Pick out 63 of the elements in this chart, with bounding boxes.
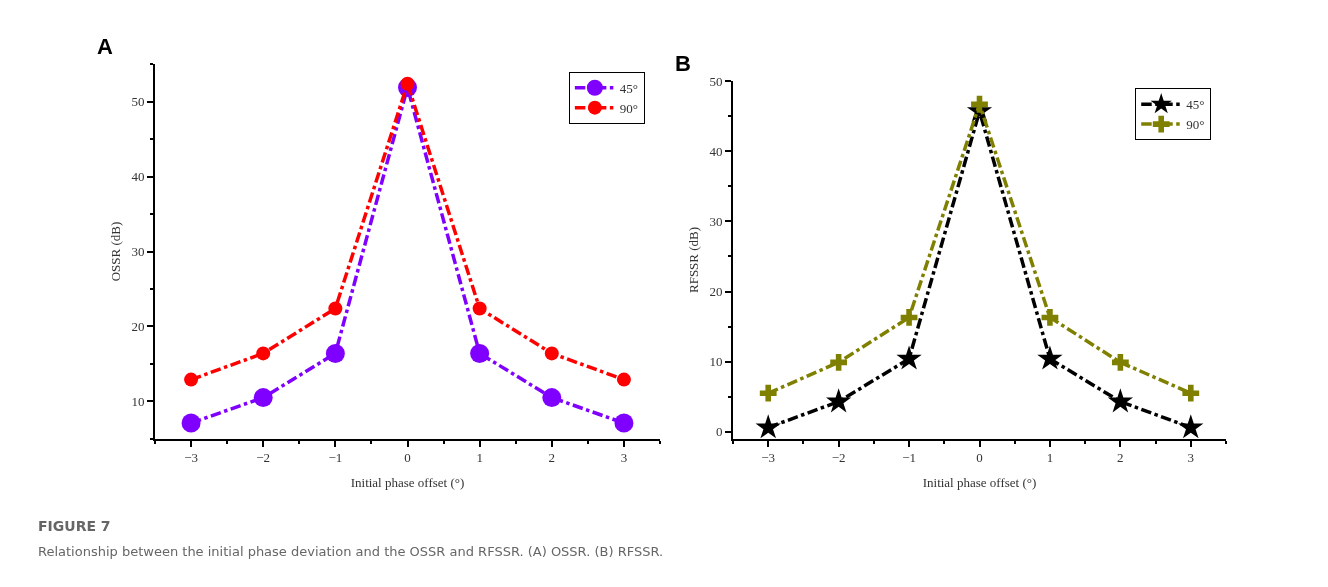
x-tick-label: 0 [404, 450, 411, 466]
point [1041, 309, 1059, 326]
legend-label: 90° [1186, 117, 1205, 133]
x-tick-label: 1 [1046, 450, 1054, 466]
text: Relationship between the initial phase deviation and the OSSR and RFSSR. (A) OSSR. (B) RFSSR. [38, 544, 664, 559]
y-tick-label: 10 [131, 393, 145, 409]
point [1037, 345, 1063, 370]
x-tick-label: −1 [902, 450, 916, 466]
y-tick-label: 0 [715, 424, 723, 440]
point [614, 413, 634, 433]
point [470, 343, 490, 363]
x-tick-label: −3 [761, 450, 776, 466]
x-tick-label: −2 [256, 450, 271, 466]
point [755, 414, 781, 439]
point [181, 413, 201, 433]
point [542, 388, 562, 408]
point [544, 346, 559, 361]
x-tick-label: 2 [548, 450, 556, 466]
x-tick-label: −2 [831, 450, 846, 466]
point [971, 95, 988, 113]
legend-label: 90° [619, 100, 639, 116]
legend-label: 45° [619, 80, 639, 96]
point [184, 372, 199, 387]
point [1182, 384, 1200, 402]
point [830, 353, 848, 371]
y-tick-label: 30 [131, 244, 145, 260]
x-axis-title: Initial phase offset (°) [350, 475, 465, 491]
point [825, 388, 852, 413]
y-tick-label: 10 [709, 354, 723, 370]
chart-title: A [97, 34, 113, 59]
y-axis-title: OSSR (dB) [107, 221, 123, 282]
point [759, 384, 777, 402]
point [400, 76, 415, 91]
y-tick-label: 50 [131, 94, 145, 110]
point [472, 301, 487, 316]
y-tick-label: 40 [131, 169, 145, 185]
x-tick-label: 0 [976, 450, 983, 466]
point [1111, 353, 1129, 371]
x-tick-label: 3 [1187, 450, 1195, 466]
y-axis-title: RFSSR (dB) [685, 226, 701, 294]
caption: FIGURE 7 [38, 518, 111, 534]
x-tick-label: −1 [328, 450, 343, 466]
x-tick-label: −3 [184, 450, 198, 466]
x-tick-label: 3 [620, 450, 628, 466]
point [1107, 388, 1134, 413]
point [256, 346, 271, 361]
y-tick-label: 50 [709, 73, 723, 89]
x-axis-title: Initial phase offset (°) [922, 475, 1037, 491]
point [253, 388, 273, 408]
y-tick-label: 30 [709, 213, 723, 229]
point [900, 309, 918, 326]
y-tick-label: 40 [709, 143, 723, 159]
point [1178, 414, 1204, 439]
point [616, 372, 631, 387]
x-tick-label: 2 [1117, 450, 1124, 466]
y-tick-label: 20 [131, 319, 145, 334]
legend-label: 45° [1186, 97, 1205, 113]
point [325, 343, 345, 363]
point [328, 301, 343, 316]
x-tick-label: 1 [476, 450, 483, 466]
y-tick-label: 20 [709, 284, 723, 300]
chart-title: B [675, 51, 691, 76]
point [896, 345, 922, 370]
